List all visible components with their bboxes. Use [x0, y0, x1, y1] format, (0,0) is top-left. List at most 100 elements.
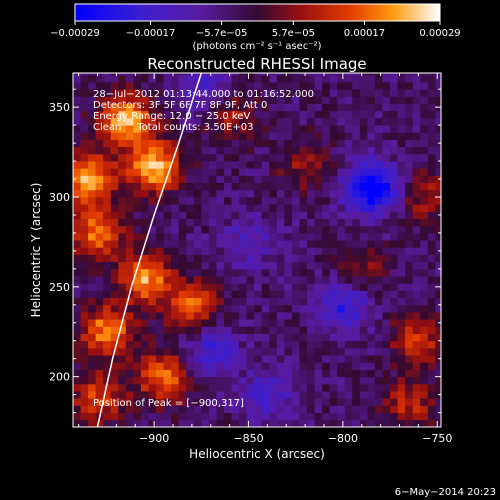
heatmap-cell [397, 240, 406, 248]
heatmap-cell [276, 419, 285, 427]
heatmap-cell [73, 304, 81, 313]
heatmap-cell [216, 125, 225, 133]
heatmap-cell [208, 383, 217, 392]
heatmap-cell [88, 189, 97, 198]
heatmap-cell [374, 362, 383, 370]
heatmap-cell [284, 326, 293, 334]
heatmap-cell [163, 319, 172, 327]
heatmap-cell [208, 132, 217, 140]
heatmap-cell [193, 419, 202, 427]
heatmap-cell [140, 283, 149, 291]
heatmap-cell [435, 290, 441, 299]
heatmap-cell [156, 211, 164, 219]
heatmap-cell [435, 326, 441, 334]
heatmap-cell [110, 304, 119, 313]
heatmap-cell [344, 161, 353, 169]
heatmap-cell [427, 268, 436, 277]
heatmap-cell [352, 146, 361, 155]
heatmap-cell [171, 74, 180, 83]
heatmap-cell [276, 412, 285, 421]
heatmap-cell [329, 232, 338, 241]
heatmap-cell [322, 391, 331, 399]
heatmap-cell [390, 81, 398, 90]
heatmap-cell [337, 362, 346, 370]
heatmap-cell [178, 326, 187, 334]
heatmap-cell [307, 74, 315, 83]
heatmap-cell [367, 355, 376, 363]
heatmap-cell [140, 125, 149, 133]
heatmap-cell [216, 182, 225, 191]
heatmap-cell [276, 362, 285, 370]
heatmap-cell [435, 254, 441, 263]
heatmap-cell [239, 326, 248, 334]
heatmap-cell [352, 225, 361, 234]
heatmap-cell [420, 125, 429, 133]
heatmap-cell [148, 340, 157, 349]
heatmap-cell [261, 89, 270, 97]
heatmap-cell [186, 168, 195, 176]
heatmap-cell [125, 232, 134, 241]
heatmap-cell [276, 125, 285, 133]
heatmap-cell [359, 175, 368, 184]
heatmap-cell [291, 168, 300, 176]
heatmap-cell [254, 276, 263, 284]
heatmap-cell [307, 117, 315, 126]
heatmap-cell [299, 340, 308, 349]
heatmap-cell [103, 419, 112, 427]
heatmap-cell [284, 211, 293, 219]
heatmap-cell [208, 204, 217, 212]
heatmap-cell [186, 196, 195, 205]
heatmap-cell [254, 175, 263, 184]
heatmap-cell [314, 175, 323, 184]
heatmap-cell [103, 333, 112, 342]
heatmap-cell [359, 419, 368, 427]
heatmap-cell [367, 96, 376, 104]
heatmap-cell [276, 73, 285, 76]
heatmap-cell [254, 110, 263, 119]
heatmap-cell [412, 117, 421, 126]
heatmap-cell [427, 182, 436, 191]
heatmap-cell [359, 347, 368, 356]
heatmap-cell [337, 376, 346, 385]
heatmap-cell [110, 96, 119, 104]
heatmap-cell [246, 81, 255, 90]
heatmap-cell [337, 125, 346, 133]
heatmap-cell [397, 225, 406, 234]
heatmap-cell [405, 362, 414, 370]
heatmap-cell [208, 405, 217, 414]
heatmap-cell [110, 168, 119, 176]
heatmap-cell [269, 297, 278, 306]
heatmap-cell [103, 89, 112, 97]
heatmap-cell [216, 398, 225, 406]
heatmap-cell [246, 196, 255, 205]
heatmap-cell [171, 376, 180, 385]
heatmap-cell [374, 153, 383, 162]
heatmap-cell [239, 347, 248, 356]
heatmap-cell [412, 232, 421, 241]
heatmap-cell [216, 419, 225, 427]
heatmap-cell [269, 340, 278, 349]
heatmap-cell [405, 254, 414, 263]
heatmap-cell [186, 419, 195, 427]
heatmap-cell [73, 362, 81, 370]
heatmap-cell [359, 247, 368, 255]
heatmap-cell [95, 225, 104, 234]
heatmap-cell [133, 391, 142, 399]
heatmap-cell [88, 196, 97, 205]
heatmap-cell [322, 405, 331, 414]
heatmap-cell [284, 369, 293, 378]
heatmap-cell [178, 268, 187, 277]
heatmap-cell [322, 419, 331, 427]
heatmap-cell [322, 73, 331, 76]
heatmap-cell [156, 304, 164, 313]
heatmap-cell [337, 232, 346, 241]
heatmap-cell [171, 146, 180, 155]
heatmap-cell [95, 211, 104, 219]
heatmap-cell [88, 247, 97, 255]
heatmap-cell [254, 96, 263, 104]
colorbar-tick-label: −0.00017 [126, 28, 176, 39]
heatmap-cell [171, 204, 180, 212]
heatmap-cell [314, 132, 323, 140]
heatmap-cell [367, 398, 376, 406]
heatmap-cell [103, 283, 112, 291]
